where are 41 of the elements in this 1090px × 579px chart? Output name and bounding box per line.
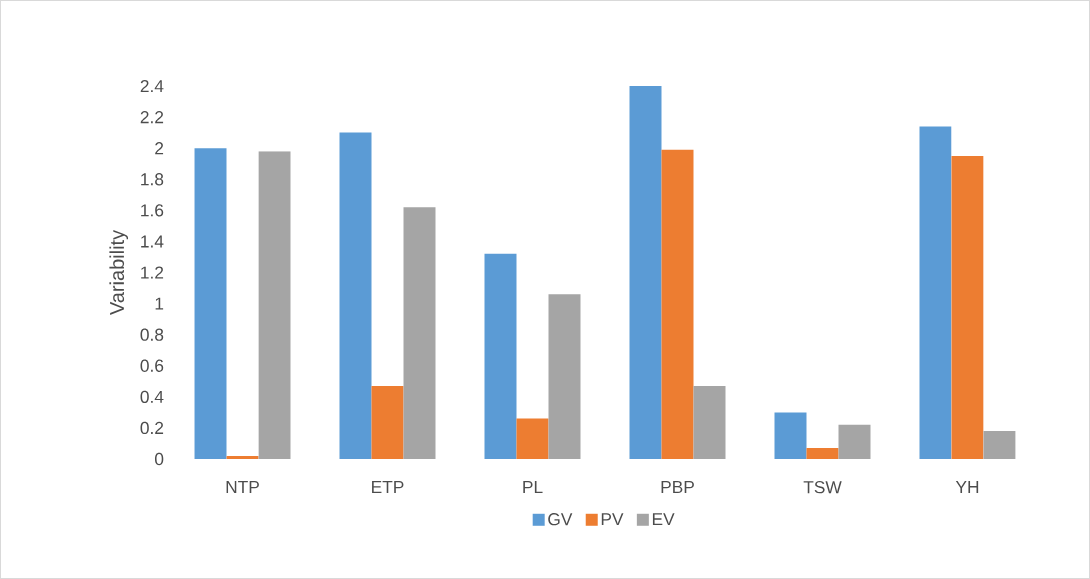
bar [548,294,581,459]
bar [403,207,436,459]
y-tick-label: 2.4 [140,79,164,93]
y-axis-title: Variability [109,229,129,316]
legend-label: PV [601,513,624,526]
legend-label: GV [548,513,573,526]
bar [371,385,404,459]
bar [226,455,259,459]
bar [693,385,726,459]
bar [194,148,227,459]
bar [774,412,807,459]
y-tick-label: 0 [154,452,164,466]
y-tick-label: 1.8 [141,173,164,186]
x-tick-label: ETP [372,481,404,493]
bar [806,448,839,459]
y-tick-label: 1 [155,297,164,310]
x-tick-label: PL [523,481,543,493]
bar [919,126,952,459]
y-tick-label: 2 [155,142,164,155]
bar [951,155,984,459]
legend-label: EV [652,513,675,526]
bar [629,86,662,459]
bar [838,424,871,459]
y-tick-label: 1.2 [141,266,164,279]
y-tick-label: 0.4 [140,390,164,403]
bar [516,418,549,459]
y-tick-label: 0.8 [140,328,164,341]
bar [258,151,291,459]
bar [983,431,1016,459]
y-tick-label: 0.2 [140,421,164,435]
x-tick-label: PBP [661,481,694,493]
y-tick-label: 0.6 [140,359,164,372]
bar [339,132,372,459]
x-tick-label: TSW [803,481,842,494]
x-tick-label: NTP [226,481,259,493]
bar [484,253,517,459]
x-tick-label: YH [955,481,979,493]
y-tick-label: 2.2 [140,111,164,124]
y-tick-label: 1.6 [141,204,164,217]
y-tick-label: 1.4 [141,235,164,248]
bar [661,149,694,459]
